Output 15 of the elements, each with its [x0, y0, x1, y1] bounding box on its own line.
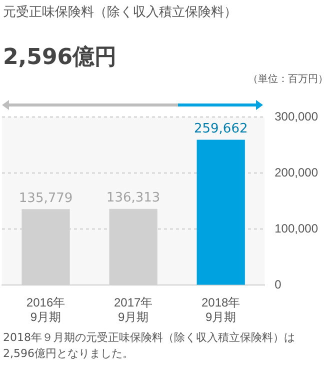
data-label: 259,662 [194, 122, 248, 137]
x-tick-label: 2016年 9月期 [26, 296, 66, 324]
y-tick-label: 100,000 [274, 222, 318, 236]
y-tick-label: 300,000 [274, 110, 318, 124]
chart-subtitle: 2,596億円 [3, 44, 117, 72]
data-label: 136,313 [106, 190, 160, 206]
y-tick-label: 200,000 [274, 166, 318, 180]
bar [196, 140, 245, 285]
y-tick-label: 0 [274, 278, 282, 292]
text: 2018年９月期の元受正味保険料（除く収入積立保険料）は 2,596億円となりました。 [3, 330, 295, 362]
y-axis-title: （単位：百万円） [248, 73, 328, 86]
x-tick-label: 2017年 9月期 [114, 296, 153, 324]
chart-title: 元受正味保険料（除く収入積立保険料） [3, 4, 237, 21]
data-label: 135,779 [18, 191, 73, 206]
x-tick-label: 2018年 9月期 [202, 296, 240, 324]
